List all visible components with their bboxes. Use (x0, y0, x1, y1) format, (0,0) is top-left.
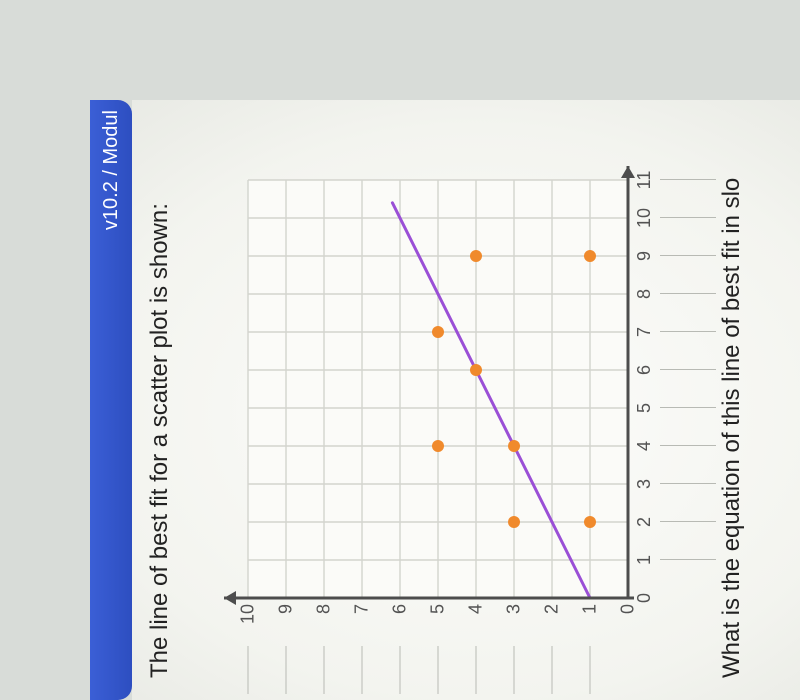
x-tick-rule (660, 331, 716, 332)
x-tick-rule (660, 407, 716, 408)
x-tick-rule (660, 521, 716, 522)
x-tick-rule (660, 217, 716, 218)
y-tick-label: 4 (466, 604, 487, 634)
question-subtitle: What is the equation of this line of bes… (718, 178, 746, 678)
x-tick-label: 10 (634, 203, 655, 233)
x-tick-label: 8 (634, 279, 655, 309)
chart-svg (202, 160, 672, 640)
x-tick-rule (660, 369, 716, 370)
y-tick-rule (400, 646, 401, 694)
y-tick-rule (438, 646, 439, 694)
y-tick-label: 2 (542, 604, 563, 634)
x-tick-label: 2 (634, 507, 655, 537)
y-tick-label: 7 (352, 604, 373, 634)
module-banner: v10.2 / Modul (90, 100, 132, 700)
x-tick-label: 0 (634, 583, 655, 613)
y-tick-rule (476, 646, 477, 694)
y-tick-rule (514, 646, 515, 694)
x-tick-label: 7 (634, 317, 655, 347)
y-tick-rule (248, 646, 249, 694)
worksheet-sheet: The line of best fit for a scatter plot … (132, 100, 800, 700)
banner-text: v10.2 / Modul (100, 110, 123, 230)
y-tick-label: 10 (238, 604, 259, 634)
x-tick-label: 6 (634, 355, 655, 385)
y-tick-label: 5 (428, 604, 449, 634)
x-tick-rule (660, 179, 716, 180)
y-tick-label: 1 (580, 604, 601, 634)
x-tick-label: 11 (634, 165, 655, 195)
x-tick-label: 3 (634, 469, 655, 499)
question-title: The line of best fit for a scatter plot … (146, 203, 174, 678)
y-tick-label: 3 (504, 604, 525, 634)
y-tick-rule (286, 646, 287, 694)
y-tick-rule (590, 646, 591, 694)
x-tick-label: 4 (634, 431, 655, 461)
y-tick-label: 6 (390, 604, 411, 634)
y-tick-rule (324, 646, 325, 694)
x-tick-label: 9 (634, 241, 655, 271)
y-tick-rule (362, 646, 363, 694)
x-tick-rule (660, 559, 716, 560)
x-tick-rule (660, 445, 716, 446)
scatter-chart: 01234567891001234567891011 (202, 160, 672, 640)
y-tick-label: 9 (276, 604, 297, 634)
x-tick-rule (660, 293, 716, 294)
x-tick-rule (660, 483, 716, 484)
y-tick-label: 8 (314, 604, 335, 634)
x-tick-rule (660, 255, 716, 256)
x-tick-label: 5 (634, 393, 655, 423)
y-tick-rule (552, 646, 553, 694)
x-tick-label: 1 (634, 545, 655, 575)
